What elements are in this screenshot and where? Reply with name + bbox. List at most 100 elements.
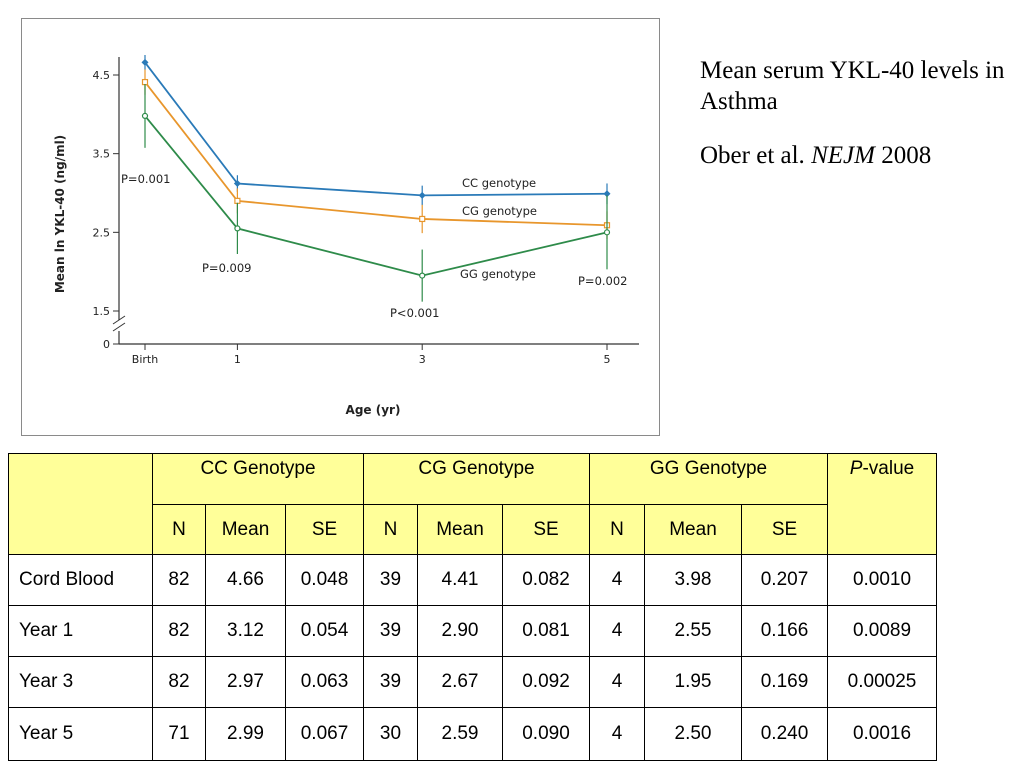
- table-cell: 0.240: [741, 707, 828, 761]
- line-chart: 0 1.5 2.5 3.5 4.5 Birth 1 3 5 Age (yr) Mean ln YKL…: [53, 55, 639, 417]
- table-cell: 39: [363, 554, 418, 606]
- series-2: CG genotype: [141, 69, 611, 240]
- subheader-cell: N: [589, 504, 645, 555]
- pvalue-cell: 0.0016: [827, 707, 937, 761]
- row-label: Year 3: [8, 656, 153, 708]
- series-3: GG genotype: [141, 83, 611, 302]
- table-cell: 2.67: [417, 656, 503, 708]
- y-tick-label: 4.5: [93, 69, 111, 82]
- table-cell: 4.66: [205, 554, 286, 606]
- chart-frame: 0 1.5 2.5 3.5 4.5 Birth 1 3 5 Age (yr) Mean ln YKL…: [21, 18, 660, 436]
- series-layer: CC genotype CG genotype GG genotype: [141, 55, 611, 302]
- x-tick-label: 5: [604, 353, 611, 366]
- table-row: Year 1 82 3.12 0.054 39 2.90 0.081 4 2.55 0.166 0.…: [8, 605, 937, 657]
- table-cell: 4: [589, 656, 645, 708]
- row-label: Year 1: [8, 605, 153, 657]
- table-cell: 2.90: [417, 605, 503, 657]
- series-label: CC genotype: [462, 176, 536, 190]
- data-point: [141, 112, 149, 120]
- table-cell: 3.98: [644, 554, 742, 606]
- subheader-cell: N: [363, 504, 418, 555]
- table-cell: 3.12: [205, 605, 286, 657]
- data-point: [234, 225, 241, 232]
- pvalue-header: P-value: [827, 453, 937, 555]
- y-tick-label: 0: [103, 338, 110, 351]
- table-cell: 0.082: [502, 554, 590, 606]
- table-cell: 39: [363, 605, 418, 657]
- data-table: CC Genotype CG Genotype GG Genotype P-value…: [8, 453, 937, 761]
- annotations: P=0.001 P=0.009 P<0.001 P=0.002: [121, 172, 628, 320]
- table-cell: 2.99: [205, 707, 286, 761]
- series-line: [144, 81, 608, 227]
- pvalue-cell: 0.0089: [827, 605, 937, 657]
- subheader-cell: SE: [285, 504, 364, 555]
- pvalue-header-rest: -value: [862, 458, 915, 479]
- table-row: Year 3 82 2.97 0.063 39 2.67 0.092 4 1.95 0.169 0.…: [8, 656, 937, 708]
- data-point: [418, 191, 426, 199]
- table-cell: 4: [589, 707, 645, 761]
- row-label: Year 5: [8, 707, 153, 761]
- data-point: [603, 190, 611, 198]
- data-point: [419, 272, 426, 279]
- table-cell: 0.054: [285, 605, 364, 657]
- citation-year: 2008: [881, 142, 932, 169]
- table-cell: 0.063: [285, 656, 364, 708]
- group-header: CG Genotype: [363, 453, 590, 505]
- series-label: GG genotype: [460, 267, 536, 281]
- table-cell: 0.081: [502, 605, 590, 657]
- table-header-row: CC Genotype CG Genotype GG Genotype P-value: [8, 453, 937, 555]
- table-cell: 30: [363, 707, 418, 761]
- axis-break-mark: [112, 322, 126, 332]
- table-cell: 0.169: [741, 656, 828, 708]
- series-line: [144, 115, 608, 277]
- table-cell: 4.41: [417, 554, 503, 606]
- data-point: [141, 58, 149, 66]
- table-cell: 0.090: [502, 707, 590, 761]
- subheader-cell: Mean: [205, 504, 286, 555]
- table-cell: 4: [589, 605, 645, 657]
- group-header: GG Genotype: [589, 453, 828, 505]
- caption-citation: Ober et al. NEJM 2008: [700, 140, 931, 171]
- y-tick-label: 1.5: [93, 305, 111, 318]
- pvalue-header-italic: P: [849, 458, 863, 479]
- y-axis-label: Mean ln YKL-40 (ng/ml): [53, 135, 67, 293]
- y-tick-label: 3.5: [93, 148, 111, 161]
- p-value-annotation: P=0.002: [578, 274, 628, 288]
- p-value-annotation: P<0.001: [390, 306, 440, 320]
- table-cell: 0.067: [285, 707, 364, 761]
- table-cell: 39: [363, 656, 418, 708]
- table-cell: 2.97: [205, 656, 286, 708]
- subheader-cell: Mean: [417, 504, 503, 555]
- x-tick-label: 1: [234, 353, 241, 366]
- table-row: Year 5 71 2.99 0.067 30 2.59 0.090 4 2.50 0.240 0.…: [8, 707, 937, 761]
- table-row: Cord Blood 82 4.66 0.048 39 4.41 0.082 4 3.98 0.2…: [8, 554, 937, 606]
- citation-authors: Ober et al.: [700, 142, 805, 169]
- subheader-cell: Mean: [644, 504, 742, 555]
- table-cell: 82: [152, 554, 206, 606]
- caption-title: Mean serum YKL-40 levels in Asthma: [700, 57, 1005, 115]
- group-header: CC Genotype: [152, 453, 364, 505]
- data-point: [233, 180, 241, 188]
- series-1: CC genotype: [141, 55, 611, 206]
- y-tick-label: 2.5: [93, 226, 111, 239]
- p-value-annotation: P=0.009: [202, 261, 252, 275]
- series-line: [144, 61, 608, 197]
- data-point: [141, 78, 149, 86]
- table-cell: 2.59: [417, 707, 503, 761]
- row-label: Cord Blood: [8, 554, 153, 606]
- data-point: [234, 197, 241, 204]
- table-cell: 82: [152, 605, 206, 657]
- table-cell: 0.092: [502, 656, 590, 708]
- x-tick-label: 3: [419, 353, 426, 366]
- table-cell: 82: [152, 656, 206, 708]
- data-point: [419, 215, 426, 223]
- axes: 0 1.5 2.5 3.5 4.5 Birth 1 3 5 Age (yr) Mean ln YKL…: [53, 57, 639, 417]
- table-subheader-row: N Mean SE N Mean SE N Mean SE: [9, 504, 937, 555]
- x-axis-label: Age (yr): [346, 403, 401, 417]
- table-cell: 0.048: [285, 554, 364, 606]
- pvalue-cell: 0.00025: [827, 656, 937, 708]
- table-cell: 1.95: [644, 656, 742, 708]
- table-cell: 2.50: [644, 707, 742, 761]
- citation-journal: NEJM: [811, 142, 875, 169]
- table-cell: 71: [152, 707, 206, 761]
